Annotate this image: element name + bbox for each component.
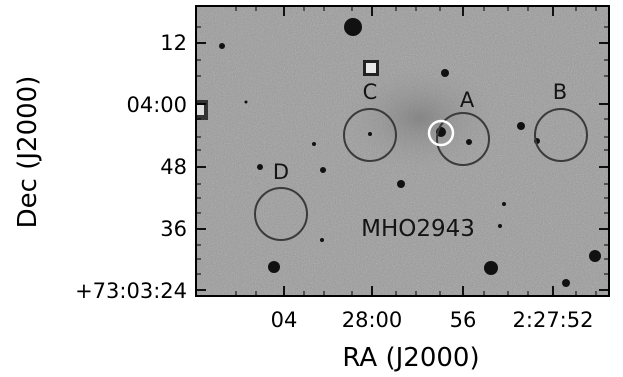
star: [562, 279, 570, 287]
star: [368, 132, 372, 136]
saturated-star-core: [366, 63, 376, 73]
stars: [219, 18, 601, 287]
aperture-d: [254, 187, 308, 241]
y-tick-label: 48: [160, 155, 187, 179]
star: [268, 261, 280, 273]
plot-frame: [195, 5, 610, 297]
star: [498, 224, 502, 228]
aperture-label-b: B: [553, 80, 567, 104]
x-axis-title: RA (J2000): [342, 343, 479, 373]
star: [320, 238, 324, 242]
apertures: [254, 108, 588, 241]
star: [466, 139, 472, 145]
y-tick-labels: 12 04:00 48 36 +73:03:24: [75, 31, 187, 303]
x-tick-label: 28:00: [342, 308, 403, 332]
star: [484, 261, 498, 275]
y-tick-label: 12: [160, 31, 187, 55]
star: [312, 142, 316, 146]
aperture-label-c: C: [363, 80, 378, 104]
star: [244, 100, 248, 104]
diffuse-nebulosity: [340, 63, 500, 173]
aperture-label-d: D: [273, 160, 289, 184]
star: [397, 180, 405, 188]
x-tick-labels: 04 28:00 56 2:27:52: [271, 308, 594, 332]
minor-ticks: [196, 6, 609, 296]
star: [257, 164, 263, 170]
y-tick-label: 04:00: [126, 93, 187, 117]
x-tick-label: 04: [271, 308, 298, 332]
y-tick-label: 36: [160, 217, 187, 241]
major-ticks: [196, 6, 609, 296]
star: [502, 202, 506, 206]
aperture-c: [343, 108, 397, 162]
saturated-star-edge-core: [197, 105, 204, 115]
aperture-b: [534, 108, 588, 162]
x-tick-label: 56: [450, 308, 477, 332]
x-tick-label: 2:27:52: [513, 308, 594, 332]
star: [344, 18, 362, 36]
image-panel: A B C D MHO2943: [196, 6, 609, 296]
star: [589, 250, 601, 262]
source-marker-circle: [427, 119, 455, 147]
star: [320, 167, 326, 173]
y-axis-title: Dec (J2000): [13, 76, 43, 229]
aperture-a: [436, 112, 490, 166]
star: [219, 43, 225, 49]
star: [441, 69, 449, 77]
aperture-label-a: A: [460, 88, 475, 112]
object-label: MHO2943: [361, 216, 475, 242]
y-tick-label: +73:03:24: [75, 279, 187, 303]
star: [517, 122, 525, 130]
